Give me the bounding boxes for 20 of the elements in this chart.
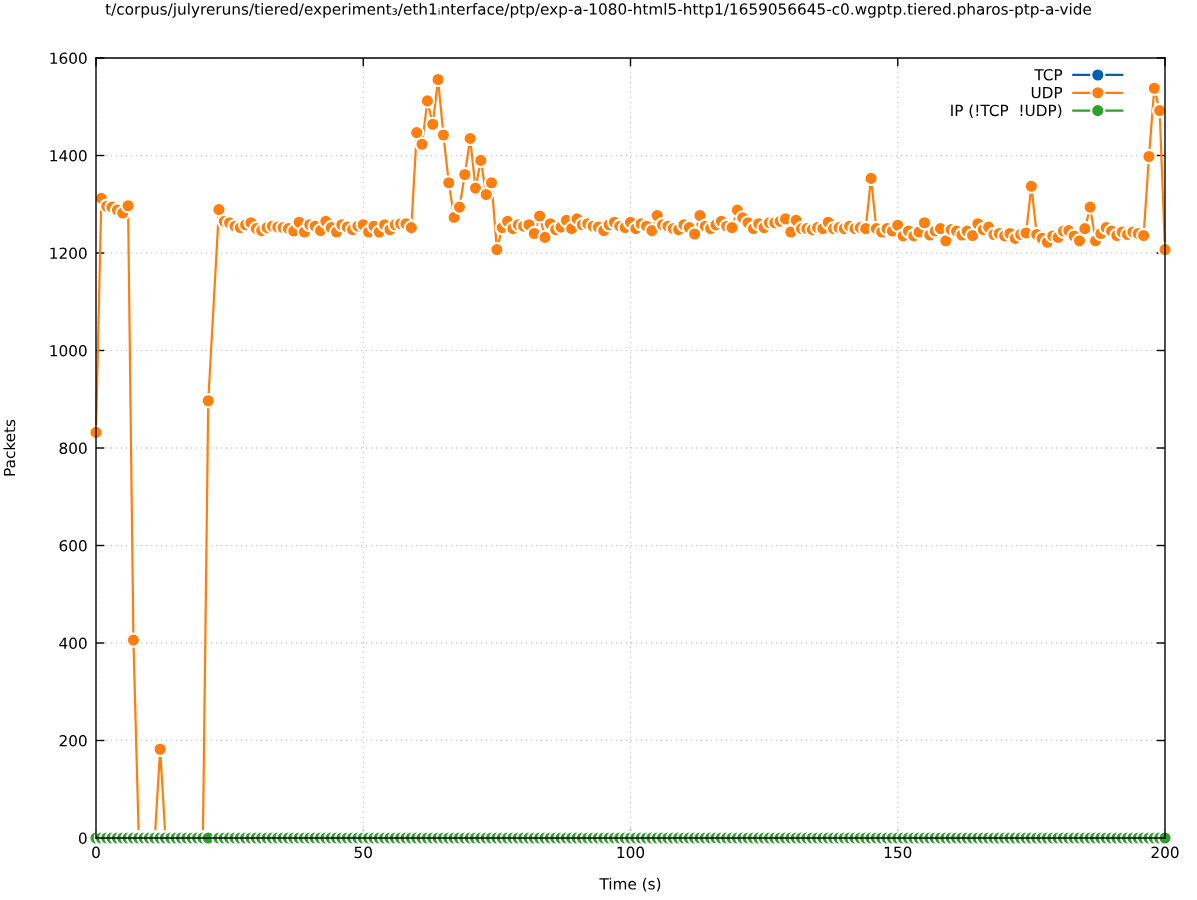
x-tick-label: 150 — [884, 846, 912, 859]
y-tick-label: 1200 — [50, 247, 87, 260]
y-tick-label: 1000 — [50, 344, 87, 357]
chart-title: t/corpus/julyreruns/tiered/experiment₃/eth1ᵢnterface/ptp/exp-a-1080-html5-http1/1659056645-c0.wgptp.tiered.pharos-ptp-a-vide — [105, 3, 1092, 18]
legend-label: TCP — [1034, 68, 1063, 81]
legend-label: UDP — [1031, 87, 1063, 99]
y-tick-label: 1400 — [50, 149, 87, 162]
y-tick-label: 400 — [59, 637, 87, 650]
x-tick-label: 200 — [1151, 846, 1179, 859]
x-tick-label: 0 — [92, 846, 100, 859]
y-tick-label: 1600 — [50, 52, 87, 65]
y-tick-label: 800 — [59, 442, 87, 455]
y-tick-label: 0 — [78, 832, 87, 845]
x-tick-label: 100 — [617, 846, 645, 859]
x-tick-label: 50 — [354, 846, 372, 859]
y-tick-label: 600 — [59, 539, 87, 552]
legend-label: IP (!TCP !UDP) — [951, 104, 1062, 118]
y-tick-label: 200 — [59, 734, 87, 747]
y-axis-title: Packets — [3, 419, 16, 476]
x-axis-title: Time (s) — [599, 877, 661, 892]
